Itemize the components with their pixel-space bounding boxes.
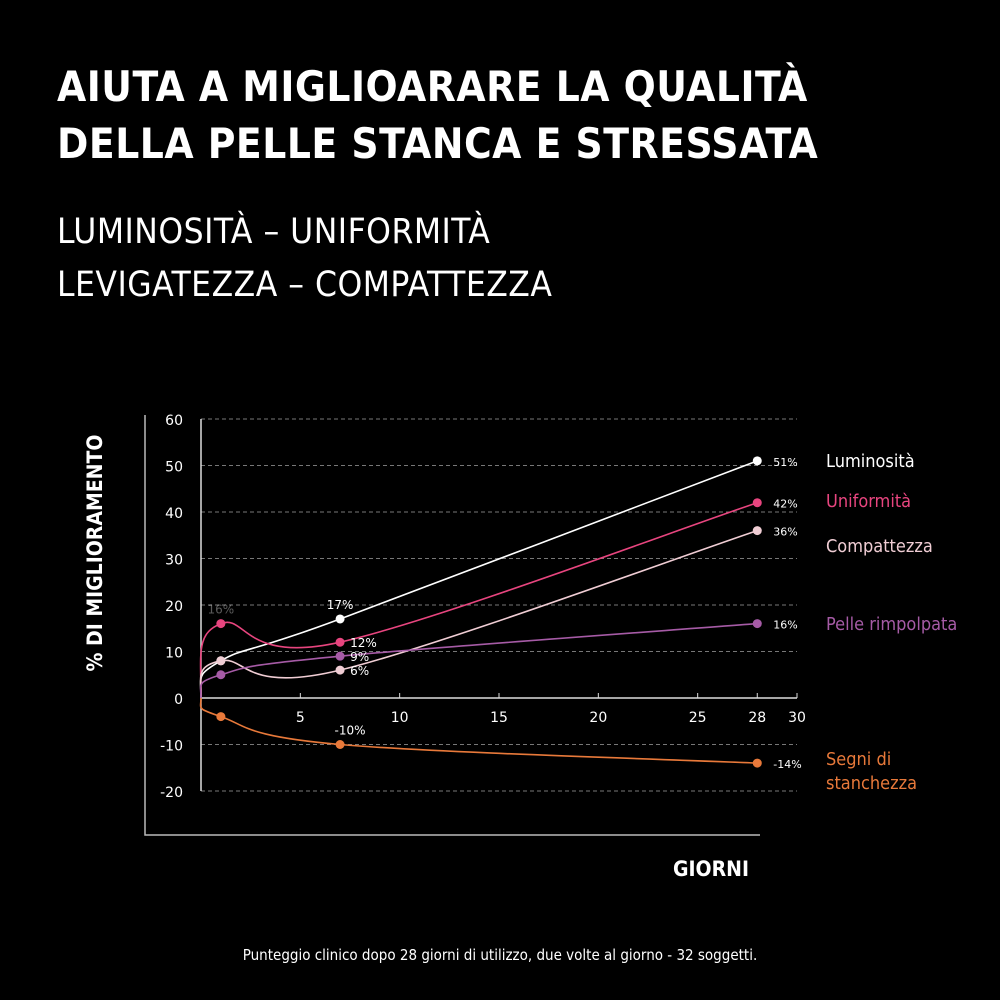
series-line-4 [199,697,758,764]
x-axis-label: GIORNI [673,857,749,881]
footnote: Punteggio clinico dopo 28 giorni di util… [242,946,758,964]
legend-pelle-rimpolpata: Pelle rimpolpata [826,614,958,635]
y-tick-label: 10 [165,646,183,662]
y-axis-label: % DI MIGLIORAMENTO [83,434,107,672]
y-tick-label: 20 [165,599,183,615]
data-point [335,740,345,749]
y-tick-label: 60 [165,413,183,429]
y-tick-label: 40 [165,506,183,522]
legend-compattezza: Compattezza [826,536,933,557]
legend-segni-stanchezza: Segni di stanchezza [826,749,918,794]
title-line-1: AIUTA A MIGLIOARARE LA QUALITÀ [57,62,808,111]
data-point [752,456,762,466]
x-tick-label: 28 [748,710,766,726]
subtitle-line-2: LEVIGATEZZA – COMPATTEZZA [57,265,553,305]
legend-luminosita: Luminosità [826,451,915,472]
data-point [335,651,345,661]
chart-frame [144,415,760,836]
title-line-2: DELLA PELLE STANCA E STRESSATA [57,119,819,168]
y-tick-label: 0 [174,692,183,708]
y-tick-label: -10 [160,739,183,755]
x-tick-label: 10 [391,710,409,726]
data-label: 9% [350,650,369,664]
data-label: 16% [773,619,797,632]
data-label: 12% [350,636,377,650]
x-tick-label: 30 [788,710,806,726]
data-label: 36% [773,526,797,539]
data-label: 42% [773,498,797,511]
x-tick-label: 15 [490,710,508,726]
series-line-2 [199,529,758,699]
y-tick-label: 30 [165,553,183,569]
data-point [335,637,345,647]
data-label: 51% [773,456,797,469]
data-point [216,656,226,666]
data-point [216,670,226,680]
legend-uniformita: Uniformità [826,491,912,512]
page-title: AIUTA A MIGLIOARARE LA QUALITÀ DELLA PEL… [57,58,818,172]
series-line-1 [199,501,758,699]
x-tick-label: 5 [296,710,305,726]
data-point [335,614,345,624]
data-label: 16% [208,603,235,617]
data-label: -14% [773,758,801,771]
data-point [752,619,762,629]
data-point [752,758,762,768]
data-label: 6% [350,664,369,678]
subtitle: LUMINOSITÀ – UNIFORMITÀ LEVIGATEZZA – CO… [57,206,552,312]
y-tick-label: -20 [160,785,183,801]
y-tick-label: 50 [165,460,183,476]
data-point [752,526,762,536]
data-label: 17% [327,598,354,612]
data-point [752,498,762,508]
data-label: -10% [335,724,366,738]
x-tick-label: 25 [689,710,707,726]
series-line-3 [199,622,758,699]
subtitle-line-1: LUMINOSITÀ – UNIFORMITÀ [57,212,491,252]
data-point [216,712,226,722]
data-point [335,665,345,675]
data-point [216,619,226,629]
x-tick-label: 20 [589,710,607,726]
